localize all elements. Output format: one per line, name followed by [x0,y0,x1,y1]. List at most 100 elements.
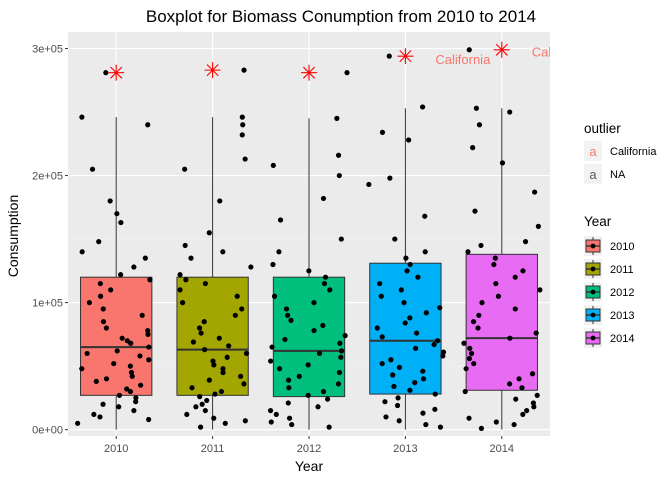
data-point [271,293,278,299]
data-point [475,325,481,331]
data-point [285,312,291,318]
data-point [512,306,518,312]
data-point [336,172,342,179]
data-point [190,339,197,345]
data-point [182,166,188,172]
data-point [114,211,120,217]
data-point [119,335,125,341]
data-point [93,378,99,384]
data-point [100,306,106,312]
data-point [270,261,276,268]
legend-outlier-title: outlier [584,121,621,136]
legend-key-point [590,289,596,295]
data-point [242,418,248,424]
legend-key-point [590,266,596,272]
data-point [75,420,81,426]
data-point [211,415,217,421]
data-point [534,392,540,398]
data-point [111,360,117,367]
data-point [413,330,420,336]
data-point [79,114,85,120]
chart-title: Boxplot for Biomass Conumption from 2010… [146,7,536,26]
data-point [413,345,419,351]
data-point [204,397,210,404]
data-point [305,392,311,398]
data-point [201,319,207,325]
outlier-stroke [495,43,508,56]
data-point [415,274,421,280]
legend-year-title: Year [584,214,612,229]
data-point [432,391,438,397]
data-point [520,268,526,274]
data-point [91,411,97,418]
x-tick-label: 2014 [490,443,514,455]
data-point [237,373,244,379]
data-point [432,406,438,412]
data-point [248,264,254,270]
data-point [507,109,513,115]
data-point [338,236,344,242]
box-iqr [272,276,346,398]
data-point [335,152,342,158]
data-point [241,381,247,387]
data-point [321,280,328,287]
data-point [471,360,477,367]
data-point [184,411,190,418]
data-point [177,272,183,278]
data-point [269,344,275,350]
data-point [466,415,472,421]
data-point [437,424,444,430]
data-point [377,280,383,287]
data-point [529,371,536,377]
data-point [402,320,408,326]
data-point [206,377,212,383]
y-tick-label: 0e+00 [32,425,63,437]
data-point [431,341,437,348]
data-point [435,338,441,344]
data-point [338,348,345,354]
data-point [145,331,151,337]
data-point [124,338,130,344]
data-point [116,392,123,398]
data-point [386,53,392,59]
data-point [182,242,188,249]
legend-key-bg [584,141,602,161]
data-point [336,369,343,376]
outlier-stroke [302,66,316,79]
data-point [465,249,471,255]
data-point [196,325,203,331]
data-point [217,198,223,204]
outlier-marker [301,64,317,81]
data-point [89,166,96,172]
data-point [396,364,403,370]
data-point [127,363,133,369]
data-point [396,418,402,424]
data-point [466,355,473,362]
data-point [537,287,543,293]
data-point [241,67,247,73]
data-point [100,401,106,407]
data-point [79,249,85,255]
data-point [493,419,499,425]
data-point [97,293,104,299]
data-point [146,416,152,423]
data-point [423,421,429,428]
data-point [188,255,194,261]
data-point [118,272,124,278]
data-point [407,261,413,268]
data-point [383,414,389,420]
data-point [240,122,246,128]
data-point [392,236,398,242]
data-point [276,366,283,372]
data-point [479,300,485,306]
outlier-marker [493,41,510,58]
y-tick-label: 1e+05 [32,298,63,310]
data-point [468,350,475,357]
data-point [286,385,292,391]
legend-label: 2011 [610,264,634,276]
data-point [320,322,326,329]
data-point [466,47,472,53]
data-point [147,277,153,283]
data-point [124,386,130,392]
